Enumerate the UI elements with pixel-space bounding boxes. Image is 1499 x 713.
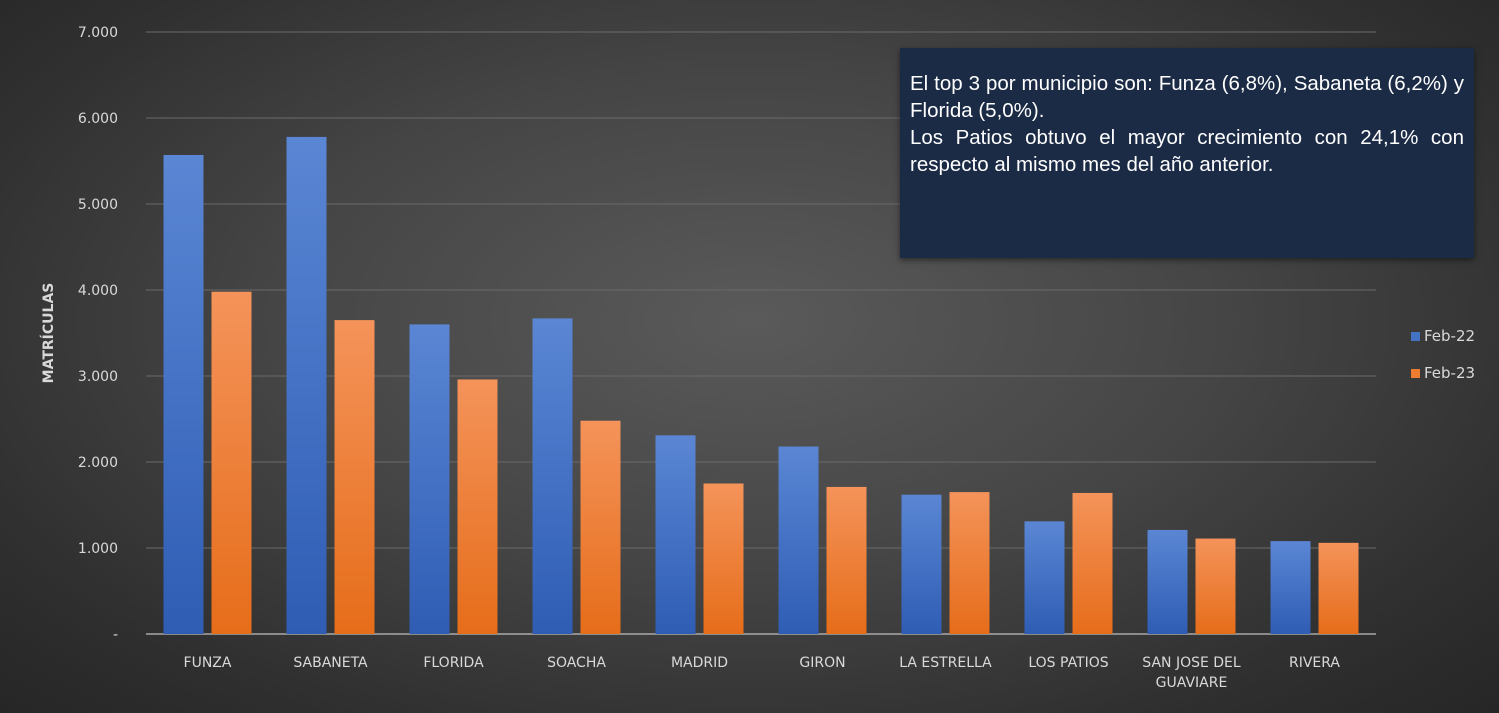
bar-feb-22-6 [901, 494, 942, 634]
y-axis-label: MATRÍCULAS [40, 283, 57, 384]
y-tick-label: 7.000 [78, 25, 118, 41]
y-axis-ticks: - 1.000 2.000 3.000 4.000 5.000 6.000 7.000 [78, 25, 118, 643]
x-category-label: SABANETA [293, 655, 368, 671]
bar-feb-22-3 [532, 318, 573, 634]
x-category-label: LA ESTRELLA [899, 655, 992, 671]
legend-label: Feb-23 [1424, 364, 1475, 382]
x-category-label: MADRID [671, 655, 728, 671]
bar-feb-22-2 [409, 324, 450, 634]
legend-swatch-feb-22 [1411, 332, 1420, 341]
y-tick-label: - [113, 627, 118, 643]
bar-feb-23-8 [1195, 538, 1236, 634]
bar-feb-23-4 [703, 483, 744, 634]
bar-feb-23-3 [580, 420, 621, 634]
bar-feb-22-5 [778, 446, 819, 634]
bar-feb-22-4 [655, 435, 696, 634]
y-tick-label: 2.000 [78, 455, 118, 471]
bar-feb-23-9 [1318, 542, 1359, 634]
x-axis-categories: FUNZA SABANETA FLORIDA SOACHA MADRID GIRON LA … [184, 655, 1341, 691]
y-tick-label: 5.000 [78, 197, 118, 213]
bar-feb-22-1 [286, 136, 327, 635]
bar-feb-22-8 [1147, 529, 1188, 634]
bars [163, 136, 1359, 635]
legend-swatch-feb-23 [1411, 369, 1420, 378]
annotation-callout: El top 3 por municipio son: Funza (6,8%)… [900, 48, 1474, 258]
y-tick-label: 1.000 [78, 541, 118, 557]
y-tick-label: 6.000 [78, 111, 118, 127]
legend-label: Feb-22 [1424, 327, 1475, 345]
callout-line-2: Los Patios obtuvo el mayor crecimiento c… [910, 126, 1464, 176]
y-tick-label: 4.000 [78, 283, 118, 299]
callout-line-1: El top 3 por municipio son: Funza (6,8%)… [910, 72, 1464, 122]
bar-feb-23-1 [334, 320, 375, 634]
x-category-label: FLORIDA [423, 655, 484, 671]
x-category-label: FUNZA [184, 655, 232, 671]
bar-feb-23-6 [949, 492, 990, 634]
bar-feb-22-7 [1024, 521, 1065, 634]
bar-feb-22-9 [1270, 541, 1311, 634]
bar-feb-22-0 [163, 154, 204, 635]
x-category-label: LOS PATIOS [1028, 655, 1108, 671]
bar-feb-23-5 [826, 486, 867, 634]
x-category-label: RIVERA [1289, 655, 1340, 671]
bar-feb-23-2 [457, 379, 498, 634]
bar-feb-23-0 [211, 291, 252, 634]
bar-feb-23-7 [1072, 492, 1113, 634]
x-category-label: SOACHA [547, 655, 606, 671]
x-category-label: SAN JOSE DEL GUAVIARE [1142, 655, 1241, 691]
y-tick-label: 3.000 [78, 369, 118, 385]
x-category-label: GIRON [799, 655, 845, 671]
legend: Feb-22 Feb-23 [1411, 327, 1475, 382]
